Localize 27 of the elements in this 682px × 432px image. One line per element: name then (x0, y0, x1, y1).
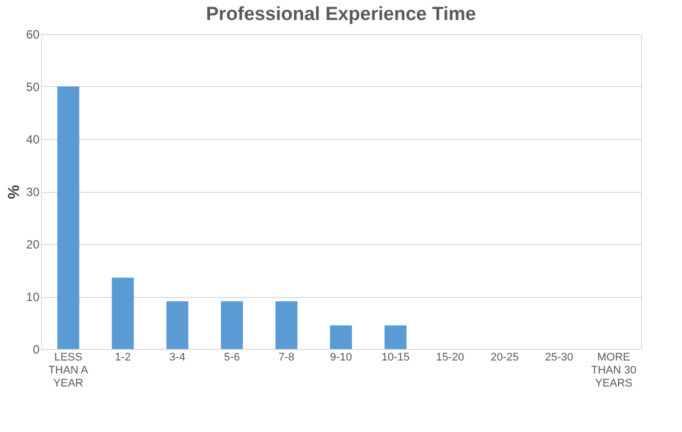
bar (57, 86, 80, 349)
x-tick-label: 10-15 (381, 352, 410, 364)
y-tick-label: 30 (26, 185, 40, 199)
bar (330, 325, 352, 349)
x-tick-label: 9-10 (330, 352, 352, 364)
x-tick-label: 15-20 (436, 352, 464, 364)
x-tick-label: 3-4 (169, 352, 186, 364)
x-tick-label: 1-2 (114, 352, 131, 364)
y-tick-label: 10 (26, 290, 40, 304)
y-tick-label: 60 (26, 28, 40, 42)
x-tick-label: 7-8 (278, 352, 294, 364)
chart-title: Professional Experience Time (206, 4, 476, 25)
bar (166, 301, 188, 349)
x-tick-label: 5-6 (224, 352, 240, 364)
x-tick-label: LESS THAN A YEAR (48, 352, 89, 390)
bar (220, 301, 243, 349)
x-tick-label: 20-25 (490, 352, 519, 364)
bar (112, 278, 134, 349)
bar (384, 325, 407, 349)
y-axis-title: % (6, 184, 24, 200)
y-tick-label: 20 (26, 238, 40, 252)
y-tick-label: 40 (26, 132, 40, 146)
y-tick-label: 50 (26, 80, 40, 94)
bar (275, 301, 298, 349)
x-tick-label: 25-30 (545, 352, 574, 364)
x-tick-label: MORE THAN 30 YEARS (591, 352, 636, 390)
y-tick-label: 0 (32, 342, 40, 356)
